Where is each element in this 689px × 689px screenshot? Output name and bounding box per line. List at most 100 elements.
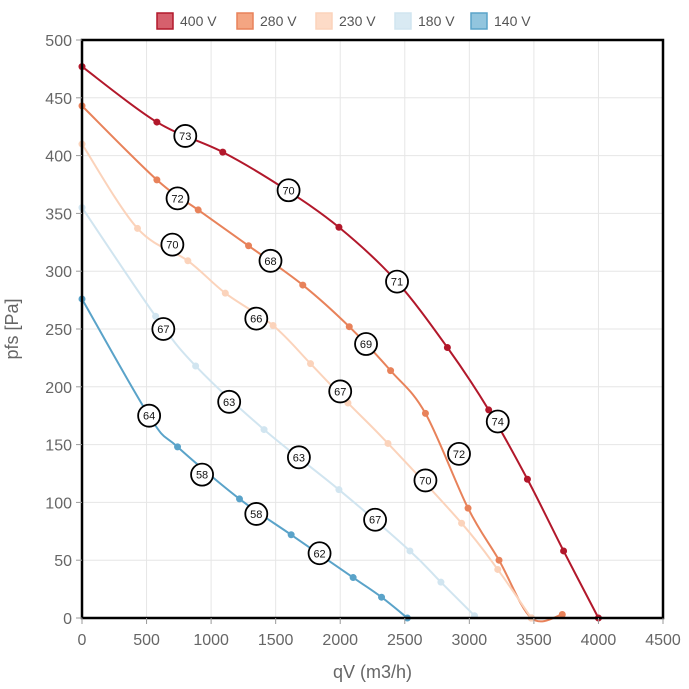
data-point [349,574,357,582]
efficiency-marker: 70 [413,468,438,493]
efficiency-label: 63 [293,452,305,464]
efficiency-label: 64 [143,411,155,423]
y-axis-label: pfs [Pa] [2,298,22,359]
efficiency-circle [137,403,162,428]
efficiency-marker: 66 [244,306,269,331]
efficiency-label: 67 [369,515,381,527]
efficiency-circle [173,124,198,148]
legend-swatch [394,12,412,30]
x-tick-label: 0 [78,632,87,649]
legend-item[interactable]: 230 V [315,12,376,30]
efficiency-marker: 74 [485,409,510,434]
legend-item[interactable]: 280 V [236,12,297,30]
data-point [387,367,395,375]
legend-label: 140 V [494,13,531,29]
data-point [287,531,295,539]
series-line [81,143,533,619]
y-tick-label: 400 [45,149,72,166]
x-tick-label: 3000 [452,632,488,649]
y-tick-label: 0 [63,611,72,628]
y-axis: 0 50 100 150 200 250 300 350 400 450 500 [45,33,82,628]
legend-label: 180 V [418,13,455,29]
efficiency-circle [151,317,176,341]
y-tick-label: 450 [45,91,72,108]
legend-label: 230 V [339,13,376,29]
legend-swatch [236,12,254,30]
data-point [134,224,142,232]
y-tick-label: 250 [45,322,72,339]
efficiency-marker: 67 [363,507,387,532]
y-tick-label: 350 [45,206,72,223]
efficiency-circle [217,389,242,414]
data-point [174,443,182,451]
legend-swatch [156,12,174,30]
data-point [335,486,343,494]
data-point [184,257,192,265]
efficiency-circle [287,445,311,470]
x-tick-label: 1000 [193,632,229,649]
data-point [307,360,315,368]
data-point [464,504,472,512]
efficiency-marker: 73 [173,124,198,148]
efficiency-label: 67 [334,386,346,398]
y-tick-label: 150 [45,438,72,455]
efficiency-circle [307,541,332,566]
efficiency-circle [190,462,214,487]
data-point [378,593,386,601]
efficiency-marker: 72 [165,186,190,211]
efficiency-label: 70 [419,475,431,487]
efficiency-circle [244,306,269,331]
data-point [245,242,253,250]
data-point [384,439,392,447]
legend-label: 280 V [260,13,297,29]
y-tick-label: 100 [45,495,72,512]
efficiency-label: 58 [196,470,208,482]
efficiency-circle [328,379,353,404]
efficiency-annotations: 73 70 71 74 72 68 69 72 70 66 67 70 67 63 63 67 64 58 58 62 [137,124,510,566]
data-point [421,409,429,417]
efficiency-label: 67 [157,324,169,336]
data-point [236,495,244,503]
data-point [260,426,268,434]
x-tick-label: 4000 [581,632,617,649]
efficiency-marker: 63 [217,389,242,414]
efficiency-marker: 67 [328,379,353,404]
legend: 400 V 280 V 230 V 180 V 140 V [156,12,531,30]
x-axis-label: qV (m3/h) [333,662,412,682]
data-point [219,148,227,156]
efficiency-label: 63 [223,397,235,409]
efficiency-marker: 70 [276,178,301,203]
data-point [269,322,277,330]
efficiency-marker: 72 [447,441,471,466]
data-point [485,406,493,414]
efficiency-marker: 63 [287,445,311,470]
efficiency-label: 70 [282,185,294,197]
efficiency-marker: 64 [137,403,162,428]
data-point [221,289,229,297]
legend-item[interactable]: 140 V [470,12,531,30]
legend-swatch [470,12,488,30]
data-point [523,475,531,483]
data-point [443,343,451,351]
data-point [406,547,414,555]
efficiency-label: 62 [313,548,325,560]
efficiency-label: 70 [166,240,178,252]
efficiency-label: 72 [453,449,465,461]
data-point [335,223,343,231]
efficiency-circle [160,232,185,257]
legend-item[interactable]: 180 V [394,12,455,30]
x-tick-label: 2500 [387,632,423,649]
efficiency-marker: 62 [307,541,332,566]
efficiency-label: 66 [250,314,262,326]
efficiency-circle [354,332,378,356]
efficiency-circle [165,186,190,211]
efficiency-label: 69 [360,339,372,351]
efficiency-circle [385,269,409,294]
efficiency-marker: 68 [258,248,283,273]
efficiency-marker: 69 [354,332,378,356]
efficiency-circle [258,248,283,273]
legend-item[interactable]: 400 V [156,12,217,30]
efficiency-label: 74 [492,416,504,428]
efficiency-label: 68 [264,256,276,268]
